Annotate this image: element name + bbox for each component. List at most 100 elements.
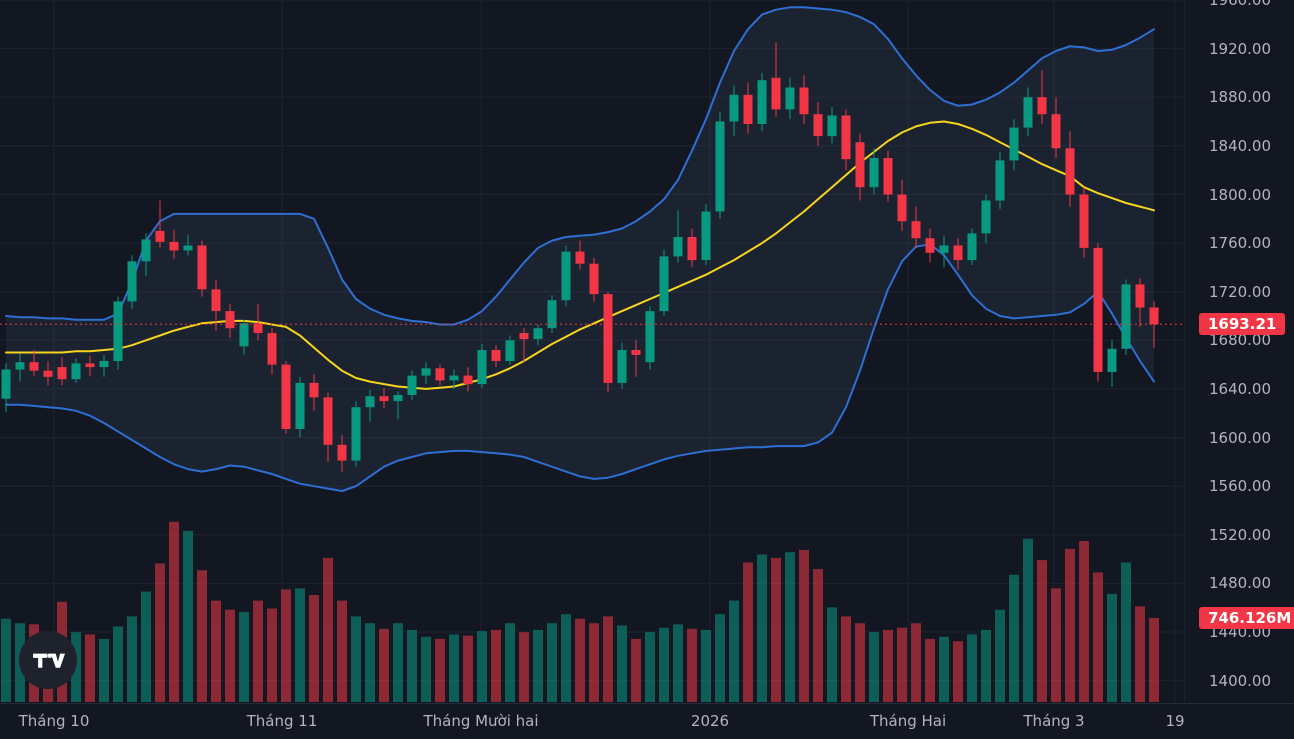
price-axis-label: 1920.00 [1208, 39, 1272, 58]
candle-body [589, 263, 599, 295]
volume-bar [561, 614, 571, 702]
bollinger-basis-line [5, 120, 1155, 390]
candle-body [141, 239, 151, 262]
volume-bar [225, 609, 235, 702]
volume-bar [519, 632, 529, 702]
volume-bar [127, 616, 137, 702]
candle-body [113, 301, 123, 361]
candle-body [883, 158, 893, 195]
volume-bar [1149, 618, 1159, 702]
volume-bar [1023, 538, 1033, 702]
candle-body [673, 237, 683, 257]
candle-body [785, 87, 795, 110]
candle-body [323, 397, 333, 445]
candle-body [1, 369, 11, 399]
price-axis-label: 1640.00 [1208, 379, 1272, 398]
candle-body [337, 444, 347, 461]
candle-body [995, 160, 1005, 201]
candle-body [351, 407, 361, 461]
candle-body [127, 261, 137, 302]
candle-body [547, 300, 557, 329]
volume-bar [449, 634, 459, 702]
volume-bar [939, 636, 949, 702]
candle-body [407, 375, 417, 395]
chart-canvas[interactable] [0, 0, 1294, 703]
price-axis-label: 1760.00 [1208, 234, 1272, 253]
candle-body [85, 363, 95, 368]
volume-bar [883, 629, 893, 702]
volume-bar [771, 557, 781, 702]
candle-body [645, 311, 655, 363]
volume-bar [827, 607, 837, 702]
volume-bars [1, 521, 1159, 702]
volume-bar [1037, 560, 1047, 702]
candle-body [505, 340, 515, 361]
candle-body [491, 350, 501, 361]
time-axis-label: Tháng 3 [1023, 712, 1085, 730]
candle-body [253, 323, 263, 333]
candle-body [295, 382, 305, 429]
candle-body [15, 362, 25, 370]
volume-bar [645, 632, 655, 702]
volume-bar [113, 626, 123, 702]
volume-bar [533, 629, 543, 702]
bollinger-lower-line [5, 243, 1155, 492]
candle-body [211, 289, 221, 312]
candle-body [617, 350, 627, 383]
volume-bar [701, 629, 711, 702]
price-axis-label: 1400.00 [1208, 671, 1272, 690]
volume-bar [295, 588, 305, 702]
candle-body [379, 396, 389, 402]
candle-body [729, 94, 739, 122]
volume-bar [463, 635, 473, 702]
volume-bar [729, 600, 739, 702]
volume-bar [673, 624, 683, 702]
tradingview-logo[interactable] [19, 631, 77, 689]
volume-bar [365, 623, 375, 702]
candle-body [743, 94, 753, 124]
volume-bar [407, 629, 417, 702]
time-axis-label: Tháng Hai [869, 712, 947, 730]
volume-bar [995, 609, 1005, 702]
volume-bar [631, 638, 641, 702]
candle-body [869, 158, 879, 188]
time-axis[interactable]: Tháng 10 Tháng 11 Tháng Mười hai 2026 Tháng … [0, 703, 1294, 739]
volume-bar [183, 530, 193, 702]
candle-body [897, 194, 907, 222]
candle-body [841, 115, 851, 160]
candle-body [239, 323, 249, 347]
volume-bar [715, 614, 725, 702]
volume-bar [687, 628, 697, 702]
volume-bar [1093, 572, 1103, 702]
tradingview-logo-icon [33, 653, 65, 668]
volume-bar [421, 636, 431, 702]
volume-bar [967, 634, 977, 702]
volume-bar [1, 618, 11, 702]
candle-body [43, 370, 53, 377]
price-axis-label: 1880.00 [1208, 88, 1272, 107]
candle-body [925, 238, 935, 253]
volume-bar [659, 627, 669, 702]
candle-body [701, 211, 711, 261]
candle-body [57, 367, 67, 380]
candle-body [533, 328, 543, 340]
price-axis-label: 1720.00 [1208, 282, 1272, 301]
candle-body [183, 245, 193, 251]
candle-body [477, 350, 487, 385]
candle-body [813, 114, 823, 137]
volume-bar [911, 623, 921, 702]
volume-label-badge: 746.126M [1199, 606, 1294, 629]
price-axis[interactable]: 1960.00 1920.00 1880.00 1840.00 1800.00 1760.… [1184, 0, 1294, 701]
volume-bar [477, 631, 487, 702]
candle-body [603, 294, 613, 383]
candle-body [575, 251, 585, 264]
volume-bar [897, 627, 907, 702]
candle-body [155, 230, 165, 242]
volume-bar [337, 600, 347, 702]
candle-body [393, 395, 403, 402]
volume-bar [953, 641, 963, 702]
candle-body [981, 200, 991, 234]
candle-body [421, 368, 431, 376]
volume-bar [211, 600, 221, 702]
